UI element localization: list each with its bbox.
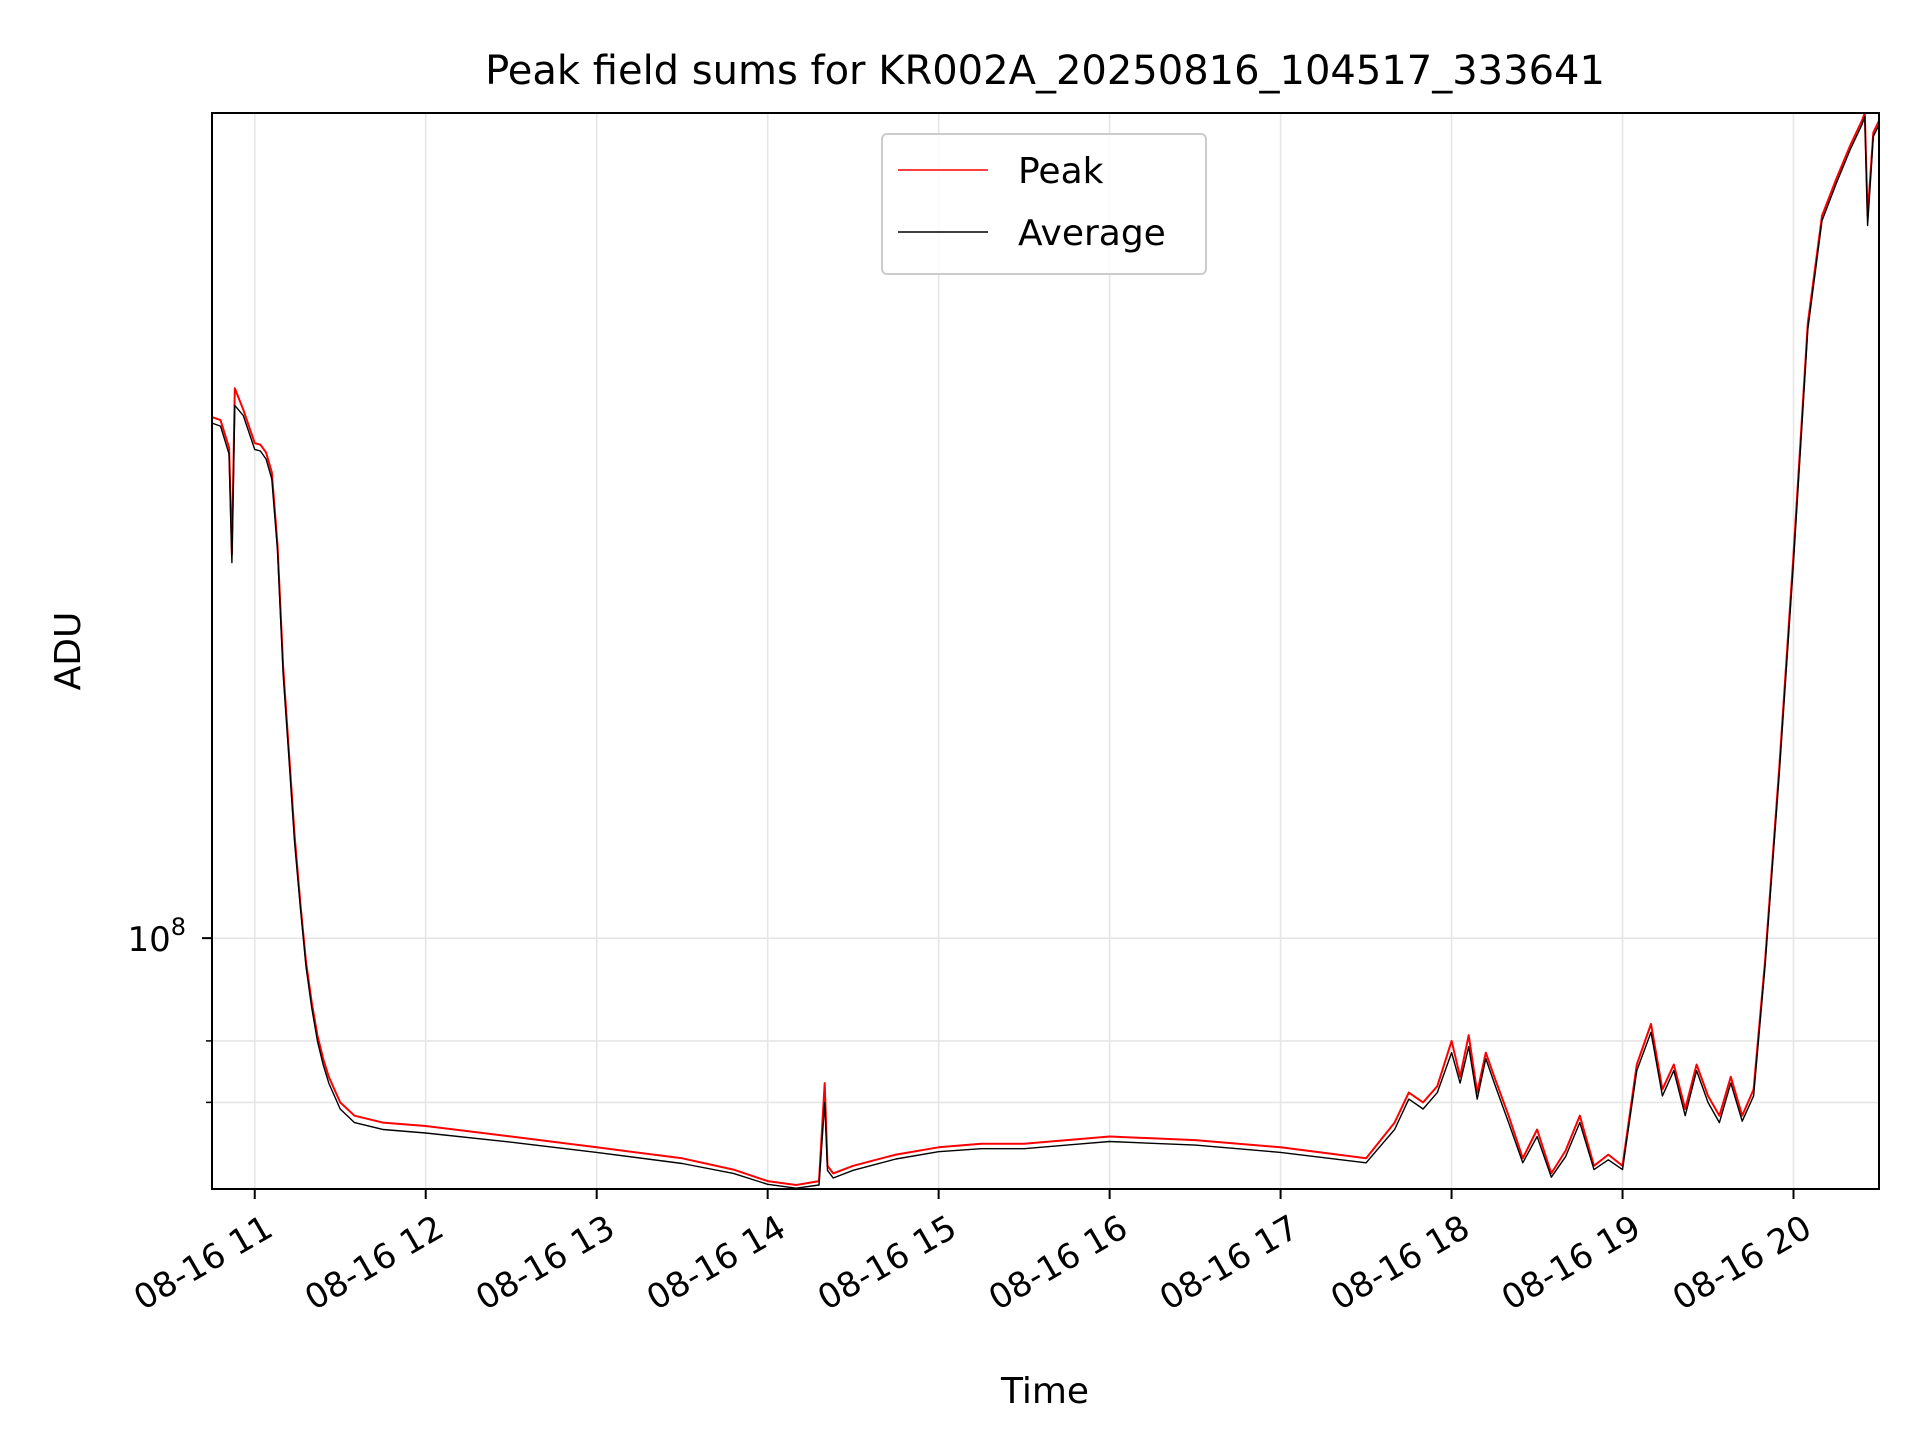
legend: Peak Average xyxy=(881,133,1207,275)
grid xyxy=(212,113,1879,1189)
legend-label-average: Average xyxy=(1018,213,1166,254)
y-axis-label: ADU xyxy=(48,612,89,691)
chart-title: Peak field sums for KR002A_20250816_1045… xyxy=(485,48,1605,94)
legend-frame xyxy=(881,133,1207,275)
series-lines xyxy=(212,113,1879,1189)
y-axis-ticks: 108 xyxy=(127,913,212,1104)
x-axis-label: Time xyxy=(1000,1371,1089,1412)
series-line-average xyxy=(212,116,1879,1189)
y-tick-label: 108 xyxy=(127,913,186,960)
plot-area-frame xyxy=(211,112,1880,1190)
legend-label-peak: Peak xyxy=(1018,151,1104,192)
